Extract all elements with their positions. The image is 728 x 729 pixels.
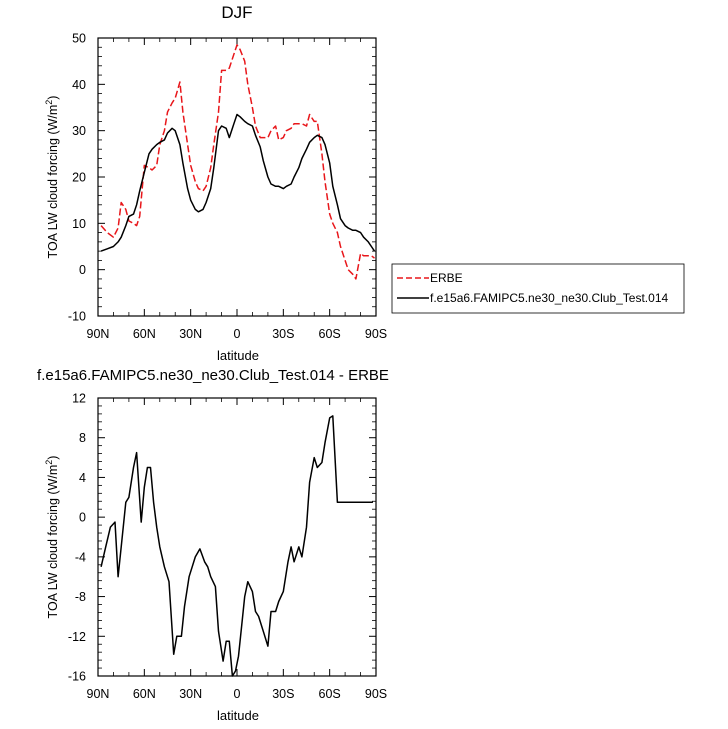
top-xtick-label: 90N: [87, 327, 110, 341]
bottom-ytick-label: 4: [79, 471, 86, 485]
top-panel: DJF TOA LW cloud forcing (W/m2) latitude…: [44, 3, 685, 363]
top-series-group: [100, 44, 376, 280]
top-title: DJF: [221, 3, 252, 22]
top-series-model: [100, 113, 376, 252]
bottom-xtick-label: 0: [234, 687, 241, 701]
top-ytick-label: 20: [72, 171, 86, 185]
top-ylabel-main: TOA LW cloud forcing (W/m: [46, 105, 60, 259]
top-xtick-label: 90S: [365, 327, 387, 341]
bottom-ytick-label: -12: [68, 630, 86, 644]
bottom-ylabel-main: TOA LW cloud forcing (W/m: [46, 465, 60, 619]
top-ytick-label: -10: [68, 310, 86, 324]
top-xtick-label: 0: [234, 327, 241, 341]
bottom-xlabel: latitude: [217, 708, 259, 723]
bottom-xtick-label: 30N: [179, 687, 202, 701]
top-ylabel: TOA LW cloud forcing (W/m2): [44, 96, 60, 259]
bottom-ytick-label: -4: [75, 550, 86, 564]
top-xtick-label: 60N: [133, 327, 156, 341]
top-frame: [97, 37, 377, 317]
top-plot-frame: [97, 37, 377, 317]
bottom-panel: f.e15a6.FAMIPC5.ne30_ne30.Club_Test.014 …: [37, 367, 389, 723]
top-axes: -10 0 10 20 30 40 50 90N 60N 30N 0 30S 60S 90S: [68, 32, 387, 342]
bottom-series-group: [100, 415, 373, 677]
legend-model-label: f.e15a6.FAMIPC5.ne30_ne30.Club_Test.014: [430, 291, 668, 305]
top-ytick-label: 40: [72, 78, 86, 92]
bottom-xtick-label: 60S: [319, 687, 341, 701]
top-xtick-label: 30S: [272, 327, 294, 341]
top-ylabel-end: ): [46, 96, 60, 100]
bottom-ytick-label: 12: [72, 392, 86, 406]
bottom-ytick-label: -16: [68, 670, 86, 684]
bottom-ylabel: TOA LW cloud forcing (W/m2): [44, 456, 60, 619]
bottom-xtick-label: 30S: [272, 687, 294, 701]
top-xlabel: latitude: [217, 348, 259, 363]
bottom-xtick-label: 90S: [365, 687, 387, 701]
top-ytick-label: 0: [79, 263, 86, 277]
top-ytick-label: 10: [72, 217, 86, 231]
bottom-ytick-label: 8: [79, 431, 86, 445]
top-legend: ERBE f.e15a6.FAMIPC5.ne30_ne30.Club_Test…: [391, 263, 685, 314]
bottom-ylabel-sup: 2: [44, 460, 54, 465]
bottom-xtick-label: 60N: [133, 687, 156, 701]
bottom-plot-frame: [97, 397, 377, 677]
bottom-ytick-label: -8: [75, 590, 86, 604]
top-ytick-label: 50: [72, 32, 86, 46]
top-series-erbe: [100, 44, 375, 280]
bottom-frame: [97, 397, 377, 677]
bottom-series-difference: [100, 415, 373, 677]
top-xtick-label: 60S: [319, 327, 341, 341]
top-xtick-label: 30N: [179, 327, 202, 341]
bottom-ytick-label: 0: [79, 511, 86, 525]
bottom-ylabel-end: ): [46, 456, 60, 460]
legend-box: [391, 263, 685, 314]
bottom-axes: -16 -12 -8 -4 0 4 8 12 90N 60N 30N 0 30S 60S 90S: [68, 392, 387, 702]
bottom-xtick-label: 90N: [87, 687, 110, 701]
top-ylabel-sup: 2: [44, 100, 54, 105]
legend-erbe-label: ERBE: [430, 271, 463, 285]
top-ytick-label: 30: [72, 124, 86, 138]
bottom-title: f.e15a6.FAMIPC5.ne30_ne30.Club_Test.014 …: [37, 367, 389, 384]
